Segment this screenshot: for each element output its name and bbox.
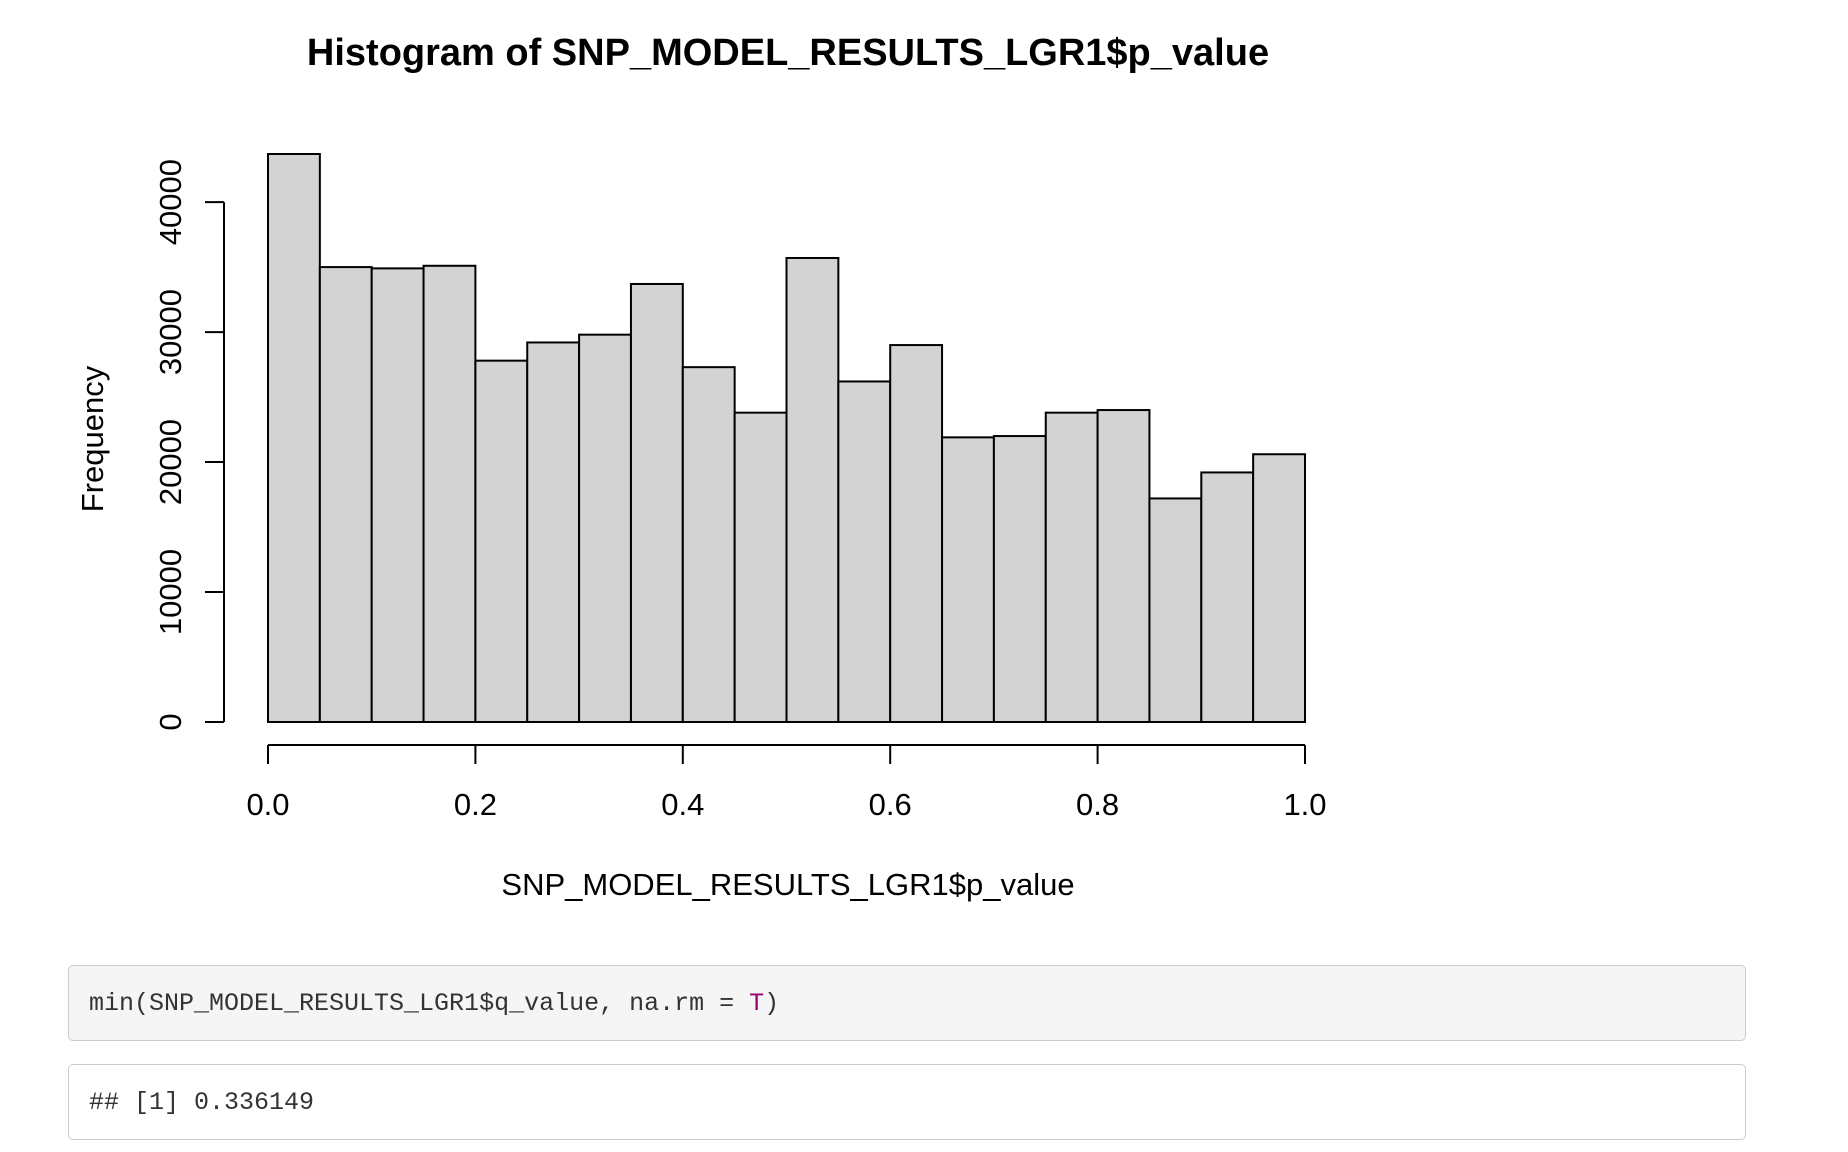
histogram-bar xyxy=(681,366,736,723)
histogram-bar xyxy=(267,153,321,723)
code-input-prefix: min(SNP_MODEL_RESULTS_LGR1$q_value, na.r… xyxy=(89,988,750,1018)
histogram-bars xyxy=(267,153,1307,723)
y-tick-label: 40000 xyxy=(153,159,188,245)
x-tick-label: 0.2 xyxy=(454,787,497,822)
y-tick-label: 30000 xyxy=(153,289,188,375)
y-tick-label: 20000 xyxy=(153,419,188,505)
histogram-bar xyxy=(992,435,1047,723)
code-input-keyword: T xyxy=(749,988,765,1018)
histogram-bar xyxy=(422,264,477,723)
y-axis: 0 10000 20000 30000 40000 xyxy=(153,159,225,731)
histogram-bar xyxy=(889,344,944,723)
y-tick-label: 10000 xyxy=(153,549,188,635)
y-tick-label: 0 xyxy=(153,713,188,730)
histogram-bar xyxy=(526,341,581,723)
x-tick-label: 0.0 xyxy=(246,787,289,822)
chart-title: Histogram of SNP_MODEL_RESULTS_LGR1$p_va… xyxy=(307,32,1269,74)
x-tick-label: 1.0 xyxy=(1283,787,1326,822)
histogram-bar xyxy=(733,411,788,723)
x-tick-label: 0.6 xyxy=(869,787,912,822)
histogram-bar xyxy=(1252,453,1307,723)
code-output-text: ## [1] 0.336149 xyxy=(89,1087,315,1117)
histogram-bar xyxy=(785,256,840,723)
code-input-suffix: ) xyxy=(764,988,780,1018)
histogram-bar xyxy=(474,359,529,723)
histogram-bar xyxy=(629,282,684,723)
x-axis: 0.0 0.2 0.4 0.6 0.8 1.0 xyxy=(246,744,1327,822)
histogram-bar xyxy=(837,380,892,723)
histogram-plot: Histogram of SNP_MODEL_RESULTS_LGR1$p_va… xyxy=(75,32,1327,902)
x-tick-label: 0.8 xyxy=(1076,787,1119,822)
histogram-bar xyxy=(1148,497,1203,723)
histogram-bar xyxy=(578,333,632,723)
histogram-bar xyxy=(370,267,425,723)
histogram-bar xyxy=(1044,411,1099,723)
x-tick-label: 0.4 xyxy=(661,787,704,822)
histogram-bar xyxy=(1200,471,1255,723)
code-input-block: min(SNP_MODEL_RESULTS_LGR1$q_value, na.r… xyxy=(68,965,1746,1041)
histogram-bar xyxy=(318,266,373,723)
code-output-block: ## [1] 0.336149 xyxy=(68,1064,1746,1140)
y-axis-label: Frequency xyxy=(75,365,110,512)
histogram-bar xyxy=(941,436,995,723)
histogram-bar xyxy=(1096,409,1151,723)
x-axis-label: SNP_MODEL_RESULTS_LGR1$p_value xyxy=(501,867,1074,902)
